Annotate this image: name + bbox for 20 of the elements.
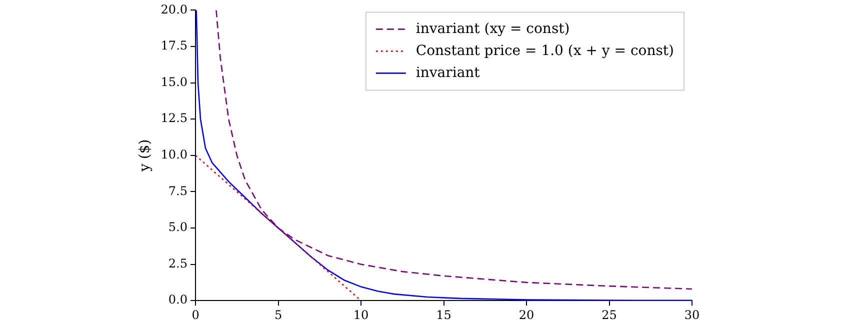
- legend-label: invariant (xy = const): [416, 20, 570, 37]
- legend-label: invariant: [416, 64, 480, 81]
- y-tick-label: 2.5: [168, 256, 188, 270]
- y-tick-label: 12.5: [160, 111, 188, 126]
- y-tick-label: 15.0: [160, 74, 188, 89]
- x-tick-label: 20: [518, 308, 534, 322]
- y-tick-label: 0.0: [168, 292, 188, 307]
- y-tick-label: 10.0: [160, 148, 188, 162]
- y-tick-label: 17.5: [160, 38, 188, 53]
- x-tick-label: 15: [436, 308, 452, 322]
- x-tick-label: 5: [274, 308, 282, 322]
- y-tick-label: 5.0: [168, 220, 188, 234]
- y-axis-title: y ($): [137, 139, 154, 172]
- x-tick-label: 0: [192, 308, 200, 322]
- legend-label: Constant price = 1.0 (x + y = const): [416, 42, 674, 59]
- y-tick-label: 7.5: [168, 184, 188, 198]
- y-tick-label: 20.0: [160, 2, 188, 16]
- x-tick-label: 25: [602, 308, 617, 322]
- x-tick-label: 10: [353, 308, 369, 322]
- x-tick-label: 30: [684, 308, 700, 322]
